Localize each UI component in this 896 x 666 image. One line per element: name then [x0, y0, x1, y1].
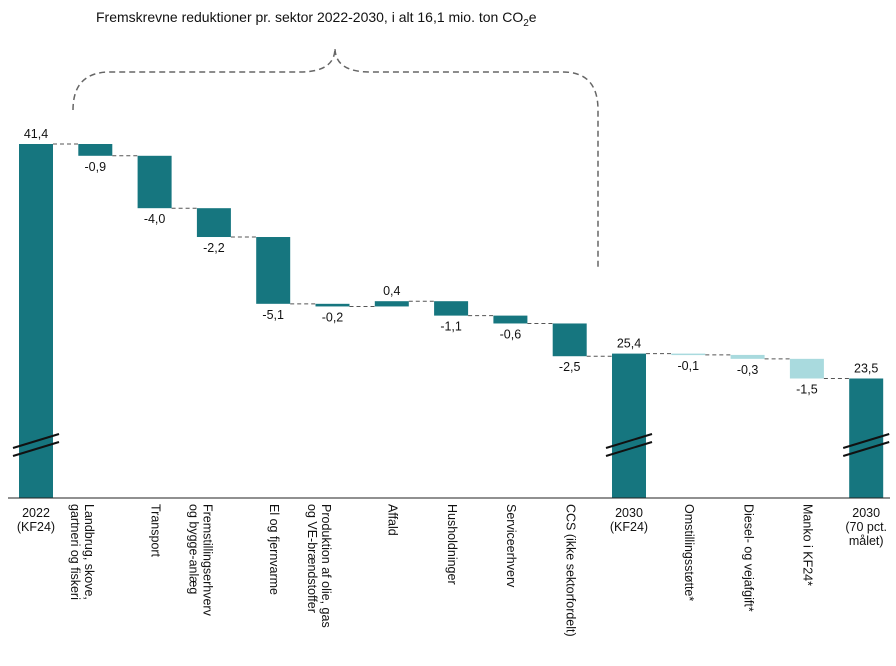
category-label-14: 2030 (70 pct. målet) [845, 506, 887, 548]
category-label-1: Landbrug, skove,gartneri og fiskeri [68, 504, 96, 600]
bar-6 [375, 301, 409, 306]
value-label-3: -2,2 [203, 241, 225, 255]
category-label-11: Omstillingsstøtte* [682, 504, 696, 601]
bar-2 [138, 156, 172, 208]
value-label-1: -0,9 [85, 160, 107, 174]
value-label-0: 41,4 [24, 127, 48, 141]
bar-5 [316, 304, 350, 307]
value-label-13: -1,5 [796, 382, 818, 396]
bar-12 [731, 355, 765, 359]
bar-1 [78, 144, 112, 156]
category-label-10: 2030 (KF24) [610, 506, 648, 534]
category-label-3: Fremstillingserhvervog bygge-anlæg [187, 504, 215, 617]
bar-3 [197, 208, 231, 237]
value-label-8: -0,6 [500, 327, 522, 341]
category-label-0: 2022 (KF24) [17, 506, 55, 534]
value-label-11: -0,1 [678, 359, 700, 373]
bar-7 [434, 301, 468, 315]
bar-13 [790, 359, 824, 379]
value-label-7: -1,1 [440, 320, 462, 334]
value-label-12: -0,3 [737, 363, 759, 377]
category-label-8: Serviceerhverv [504, 504, 518, 588]
value-label-14: 23,5 [854, 361, 878, 375]
value-label-9: -2,5 [559, 360, 581, 374]
bar-8 [493, 316, 527, 324]
value-label-2: -4,0 [144, 212, 166, 226]
bar-10 [612, 354, 646, 498]
category-label-12: Diesel- og vejafgift* [741, 504, 755, 612]
value-label-6: 0,4 [383, 284, 400, 298]
category-label-2: Transport [148, 504, 162, 558]
bar-11 [671, 354, 705, 356]
value-label-5: -0,2 [322, 310, 344, 324]
bar-4 [256, 237, 290, 304]
bar-9 [553, 323, 587, 356]
value-label-10: 25,4 [617, 337, 641, 351]
value-label-4: -5,1 [262, 308, 284, 322]
category-label-5: Produktion af olie, gasog VE-brændstoffe… [305, 504, 333, 628]
category-label-7: Husholdninger [445, 504, 459, 585]
category-label-6: Affald [386, 504, 400, 536]
category-label-9: CCS (ikke sektorfordelt) [563, 504, 577, 637]
category-label-13: Manko i KF24* [801, 504, 815, 586]
bars-layer: 41,4 2022 (KF24) -0,9 Landbrug, skove,gartne… [13, 127, 889, 637]
category-label-4: El og fjernvarme [267, 504, 281, 595]
